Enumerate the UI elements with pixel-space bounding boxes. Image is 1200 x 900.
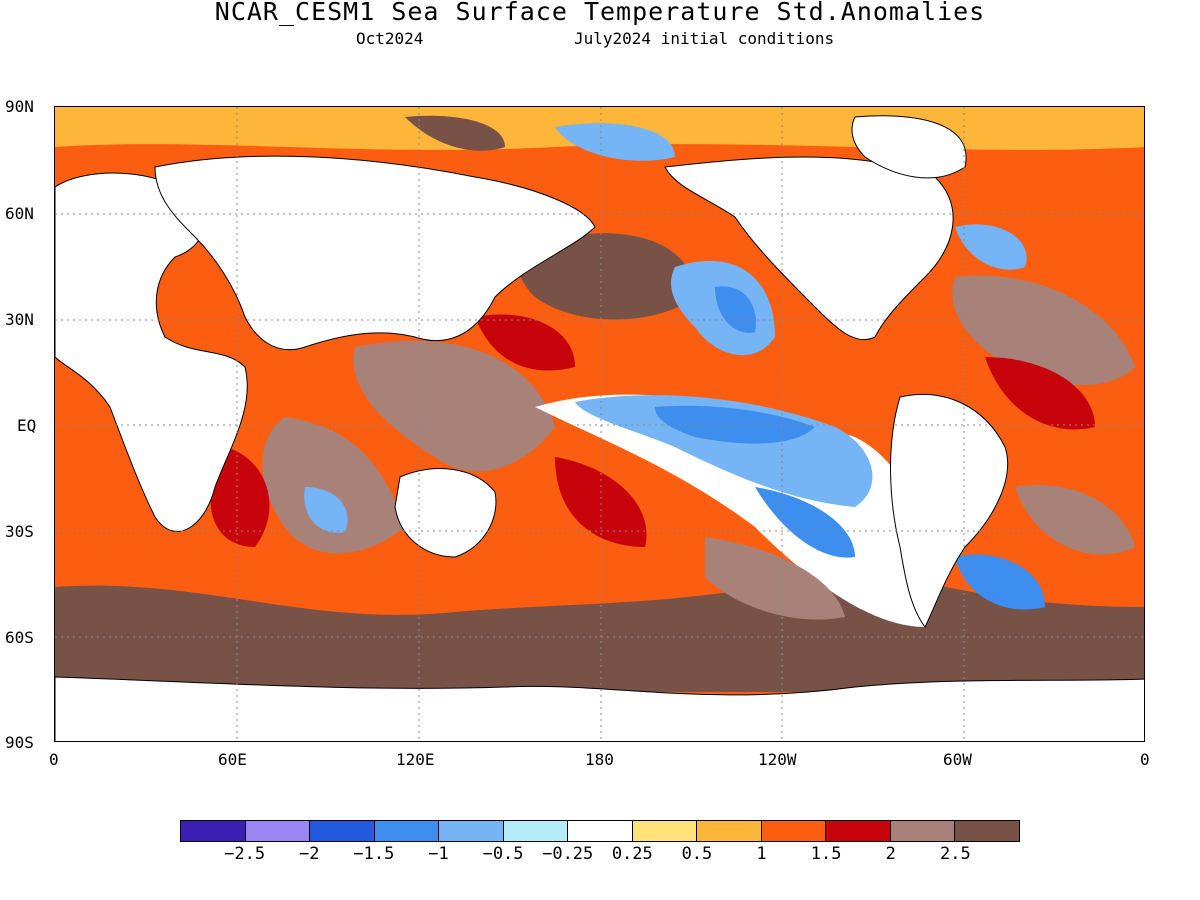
lat-label-90s: 90S — [5, 733, 34, 752]
legend-label: −0.5 — [482, 844, 524, 864]
legend-color-bar — [180, 820, 1020, 842]
legend-swatch — [826, 821, 891, 841]
legend-label: −0.25 — [542, 844, 594, 864]
lat-label-60s: 60S — [5, 628, 34, 647]
initial-conditions: July2024 initial conditions — [574, 29, 835, 48]
lat-label-eq: EQ — [17, 416, 37, 435]
lat-label-90n: 90N — [5, 97, 34, 116]
east-pacific-cool — [755, 487, 855, 558]
lat-label-30n: 30N — [5, 310, 34, 329]
land-eurasia — [154, 155, 596, 351]
grid-lines — [55, 107, 1144, 741]
legend-swatch — [955, 821, 1019, 841]
legend-label: 0.5 — [681, 844, 713, 864]
lon-label-0: 0 — [49, 750, 59, 769]
indian-ocean-blue — [304, 487, 348, 533]
legend-swatch — [439, 821, 504, 841]
south-atlantic-cool — [955, 554, 1045, 610]
land-south-america — [890, 393, 1009, 628]
atlantic-red — [985, 357, 1095, 430]
legend-swatch — [890, 821, 956, 841]
legend-swatch — [310, 821, 375, 841]
legend-label: −1 — [428, 844, 449, 864]
indian-ocean-brown — [262, 417, 405, 554]
south-pacific-brown — [705, 537, 845, 620]
legend-swatch — [245, 821, 311, 841]
legend-swatch — [374, 821, 440, 841]
land-australia — [394, 468, 497, 558]
sst-anomaly-map — [54, 106, 1145, 742]
legend-swatch — [697, 821, 762, 841]
north-pacific-cool-core — [715, 286, 756, 333]
legend-swatch — [568, 821, 633, 841]
map-canvas — [55, 107, 1144, 741]
legend-swatch — [503, 821, 569, 841]
south-pacific-red — [555, 457, 647, 547]
west-pacific-brown — [353, 340, 555, 472]
legend-label: 1.5 — [810, 844, 842, 864]
north-pacific-brown — [518, 233, 695, 320]
legend-label: 2.5 — [940, 844, 971, 864]
lon-label-180: 180 — [585, 750, 614, 769]
legend-swatch — [181, 821, 246, 841]
lon-label-120e: 120E — [396, 750, 435, 769]
legend-label: 0.25 — [611, 844, 653, 864]
land-antarctica — [55, 676, 1144, 741]
legend-label: −1.5 — [353, 844, 395, 864]
lon-label-60e: 60E — [218, 750, 247, 769]
arctic-cool — [555, 123, 675, 161]
lon-label-60w: 60W — [943, 750, 972, 769]
legend-swatch — [632, 821, 698, 841]
land-north-america — [664, 156, 954, 341]
arctic-brown — [405, 115, 505, 151]
legend-label: −2.5 — [224, 844, 266, 864]
legend-label: 1 — [756, 844, 767, 864]
south-atlantic-brown — [1015, 485, 1135, 555]
kuroshio-red — [475, 314, 575, 371]
lon-label-0-east: 0 — [1140, 750, 1150, 769]
lat-label-30s: 30S — [5, 522, 34, 541]
lat-label-60n: 60N — [5, 204, 34, 223]
north-atlantic-cool — [955, 224, 1027, 270]
forecast-month: Oct2024 — [356, 29, 424, 48]
legend-swatch — [761, 821, 827, 841]
lon-label-120w: 120W — [758, 750, 797, 769]
land-greenland — [851, 115, 967, 179]
indian-ocean-red — [210, 447, 270, 547]
map-title: NCAR_CESM1 Sea Surface Temperature Std.A… — [214, 0, 986, 26]
legend-label: 2 — [885, 844, 896, 864]
legend-label: −2 — [298, 844, 320, 864]
